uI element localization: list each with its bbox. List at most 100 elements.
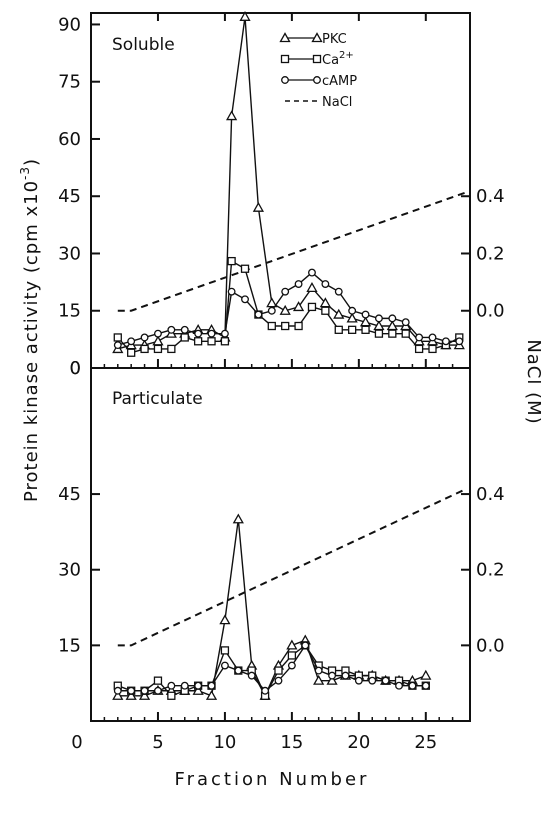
point-pkc-particulate [420, 669, 432, 680]
point-camp-soluble [220, 329, 229, 338]
point-ca2-soluble [140, 344, 149, 354]
point-pkc-particulate [205, 689, 218, 700]
point-ca2-soluble [267, 321, 276, 331]
point-camp-soluble [388, 314, 397, 323]
legend-triangle-marker [279, 32, 291, 43]
point-ca2-soluble [388, 329, 397, 338]
legend-circle-marker [313, 76, 321, 84]
point-ca2-particulate [153, 676, 163, 685]
legend-label-1: Ca2+ [322, 50, 354, 68]
nacl-line-particulate [117, 488, 467, 647]
point-camp-soluble [241, 295, 249, 304]
point-ca2-soluble [153, 344, 163, 354]
y-tick-label-particulate: 30 [58, 560, 81, 581]
point-camp-particulate [220, 661, 229, 670]
point-pkc-particulate [112, 689, 124, 700]
point-ca2-soluble [321, 306, 330, 315]
point-camp-particulate [167, 681, 176, 690]
point-camp-particulate [207, 681, 216, 690]
point-camp-soluble [308, 268, 316, 277]
y-tick-label-soluble: 90 [58, 14, 81, 35]
point-pkc-particulate [125, 689, 137, 700]
point-camp-soluble [428, 333, 437, 342]
point-camp-particulate [234, 666, 243, 675]
panel-title-particulate: Particulate [112, 389, 203, 409]
point-ca2-soluble [401, 329, 410, 338]
series-line-pkc-particulate [117, 519, 427, 698]
point-ca2-soluble [207, 337, 216, 346]
point-camp-particulate [314, 666, 323, 675]
point-pkc-particulate [326, 674, 338, 685]
x-tick-label: 5 [152, 732, 163, 753]
series-line-pkc-soluble [117, 16, 460, 350]
y-tick-label-particulate: 15 [58, 635, 81, 656]
point-ca2-soluble [227, 256, 236, 266]
point-ca2-particulate [274, 666, 283, 675]
point-camp-soluble [207, 329, 216, 338]
point-camp-particulate [140, 686, 149, 695]
point-camp-particulate [180, 681, 189, 690]
point-camp-soluble [227, 287, 236, 296]
point-pkc-soluble [306, 282, 318, 292]
point-camp-soluble [194, 329, 203, 338]
point-camp-soluble [127, 337, 136, 346]
point-pkc-soluble [266, 297, 278, 308]
x-tick-label: 10 [213, 732, 236, 753]
point-pkc-soluble [346, 312, 358, 323]
point-camp-particulate [421, 681, 430, 690]
legend-circle-marker [281, 76, 289, 84]
point-camp-particulate [194, 681, 203, 690]
y-tick-label-soluble: 45 [58, 186, 81, 207]
legend-label-2: cAMP [322, 74, 357, 89]
legend: PKC Ca2+ cAMP NaCl [279, 32, 357, 110]
point-ca2-soluble [414, 344, 424, 354]
point-ca2-particulate [167, 691, 176, 700]
series-group [112, 10, 465, 700]
y-tick-label-soluble: 60 [58, 129, 81, 150]
point-pkc-particulate [219, 614, 231, 625]
point-camp-particulate [368, 676, 377, 685]
legend-square-marker [280, 54, 290, 64]
point-ca2-particulate [287, 651, 297, 660]
point-camp-soluble [401, 318, 410, 327]
series-line-ca2-soluble [117, 259, 460, 354]
point-pkc-particulate [286, 639, 298, 650]
ticks-group: 0 15 30 45 60 75 90 0.0 0.2 0.4 15 30 45 0.0 0.2 0.4 0 5 1… [58, 13, 505, 753]
right-tick-label-particulate: 0.4 [476, 484, 505, 505]
point-camp-particulate [381, 676, 390, 685]
point-pkc-soluble [152, 335, 164, 346]
point-ca2-soluble [294, 321, 303, 331]
point-camp-soluble [180, 325, 189, 334]
point-pkc-soluble [226, 110, 238, 121]
point-camp-particulate [341, 671, 350, 680]
point-pkc-soluble [292, 301, 305, 312]
point-ca2-soluble [347, 325, 357, 334]
point-camp-soluble [334, 287, 343, 296]
point-camp-soluble [113, 341, 122, 350]
y-tick-label-soluble: 30 [58, 243, 81, 264]
right-tick-label-particulate: 0.0 [476, 635, 505, 656]
bottom-axis-title: Fraction Number [175, 769, 370, 790]
left-axis-title-end: ) [21, 158, 42, 166]
panel-title-soluble: Soluble [112, 35, 175, 55]
point-camp-particulate [274, 676, 283, 685]
point-ca2-soluble [361, 325, 370, 334]
point-camp-particulate [301, 641, 310, 650]
x-tick-label: 20 [347, 732, 370, 753]
point-camp-soluble [361, 310, 370, 319]
point-pkc-soluble [279, 304, 291, 315]
point-ca2-soluble [180, 333, 189, 342]
point-camp-particulate [287, 661, 296, 670]
point-camp-particulate [408, 681, 417, 690]
point-ca2-soluble [220, 337, 230, 346]
point-pkc-soluble [239, 10, 251, 21]
point-camp-soluble [348, 306, 357, 315]
point-ca2-soluble [374, 329, 384, 338]
point-ca2-soluble [281, 321, 290, 331]
point-camp-particulate [127, 686, 136, 695]
point-camp-soluble [267, 306, 276, 315]
x-tick-label: 25 [414, 732, 437, 753]
point-pkc-particulate [138, 689, 151, 700]
y-tick-label-soluble: 15 [58, 301, 81, 322]
point-camp-soluble [441, 337, 450, 346]
